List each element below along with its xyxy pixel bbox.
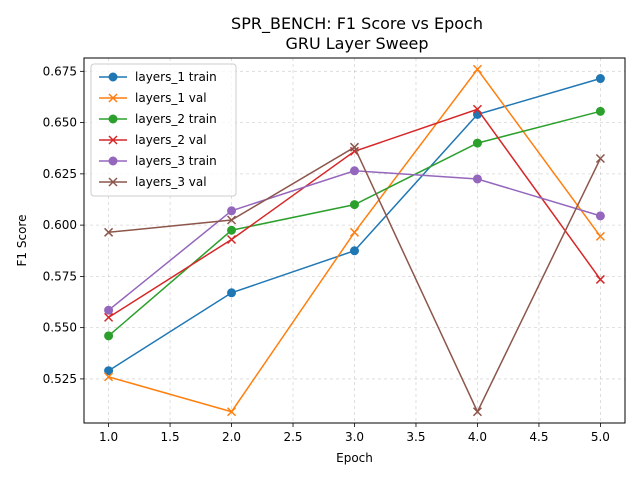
series-layers_3-val: [104, 142, 605, 417]
y-tick-label: 0.600: [43, 218, 77, 232]
data-point-layers_1-val: [472, 64, 482, 74]
data-point-layers_1-train: [104, 366, 114, 376]
data-point-layers_2-val: [595, 274, 605, 284]
data-point-layers_3-train: [472, 174, 482, 184]
data-point-layers_3-val: [595, 153, 605, 164]
legend-marker-layers_1-val: [108, 93, 118, 103]
legend-marker-layers_1-train: [108, 72, 118, 82]
y-tick-label: 0.625: [43, 167, 77, 181]
series-layers_1-train: [104, 74, 605, 376]
data-point-layers_1-val: [595, 231, 605, 241]
x-tick-label: 4.5: [529, 430, 548, 444]
data-point-layers_3-val: [227, 215, 237, 225]
y-tick-label: 0.650: [43, 116, 77, 130]
data-point-layers_3-train: [350, 166, 359, 176]
x-tick-label: 1.0: [99, 430, 118, 444]
chart-title-line-2: GRU Layer Sweep: [285, 34, 428, 53]
data-point-layers_2-train: [227, 225, 237, 235]
data-point-layers_2-train: [104, 331, 114, 341]
x-tick-label: 1.5: [161, 430, 180, 444]
legend-label-layers_1-val: layers_1 val: [135, 91, 207, 105]
x-tick-label: 4.0: [468, 430, 487, 444]
data-point-layers_2-train: [595, 106, 605, 116]
x-tick-label: 2.0: [222, 430, 241, 444]
data-point-layers_3-train: [595, 211, 605, 221]
y-tick-label: 0.675: [43, 64, 77, 78]
x-tick-label: 5.0: [591, 430, 610, 444]
data-point-layers_1-train: [595, 74, 605, 84]
y-tick-label: 0.525: [43, 372, 77, 386]
y-axis-label: F1 Score: [15, 215, 29, 267]
legend-marker-layers_2-train: [108, 114, 118, 124]
legend-box: [90, 63, 237, 197]
legend-marker-layers_2-val: [108, 135, 118, 145]
legend-label-layers_3-val: layers_3 val: [135, 175, 207, 189]
data-point-layers_2-train: [472, 138, 482, 148]
series-group: [104, 64, 605, 417]
x-axis-label: Epoch: [336, 451, 373, 465]
data-point-layers_1-train: [227, 288, 237, 298]
x-tick-label: 2.5: [283, 430, 302, 444]
legend-marker-layers_3-val: [108, 177, 118, 187]
data-point-layers_1-train: [350, 246, 359, 256]
data-point-layers_2-val: [227, 234, 237, 245]
x-tick-label: 3.5: [406, 430, 425, 444]
legend-marker-layers_3-train: [108, 156, 118, 166]
data-point-layers_3-val: [104, 227, 114, 237]
data-point-layers_3-train: [227, 206, 237, 216]
series-layers_1-val: [104, 64, 605, 417]
data-point-layers_1-val: [349, 227, 360, 237]
data-point-layers_1-val: [104, 372, 114, 382]
data-point-layers_2-val: [104, 312, 114, 322]
chart-title-line-1: SPR_BENCH: F1 Score vs Epoch: [231, 14, 483, 34]
data-point-layers_3-val: [472, 407, 482, 417]
legend-label-layers_2-val: layers_2 val: [135, 133, 207, 147]
data-point-layers_3-val: [349, 142, 360, 152]
legend: layers_1 train layers_1 val layers_2 train…: [90, 63, 237, 197]
data-point-layers_2-train: [350, 200, 359, 210]
y-tick-label: 0.575: [43, 269, 77, 283]
data-point-layers_1-val: [227, 407, 237, 417]
data-point-layers_3-train: [104, 305, 114, 315]
axis-ticks: 1.0 1.5 2.0 2.5 3.0 3.5 4.0 4.5 5.0 0.525 0.550 0.5…: [43, 64, 610, 444]
legend-label-layers_1-train: layers_1 train: [135, 70, 217, 84]
legend-label-layers_3-train: layers_3 train: [135, 154, 217, 168]
legend-label-layers_2-train: layers_2 train: [135, 112, 217, 126]
y-tick-label: 0.550: [43, 321, 77, 335]
series-layers_3-train: [104, 166, 605, 315]
x-tick-label: 3.0: [345, 430, 364, 444]
data-point-layers_2-val: [472, 104, 482, 114]
